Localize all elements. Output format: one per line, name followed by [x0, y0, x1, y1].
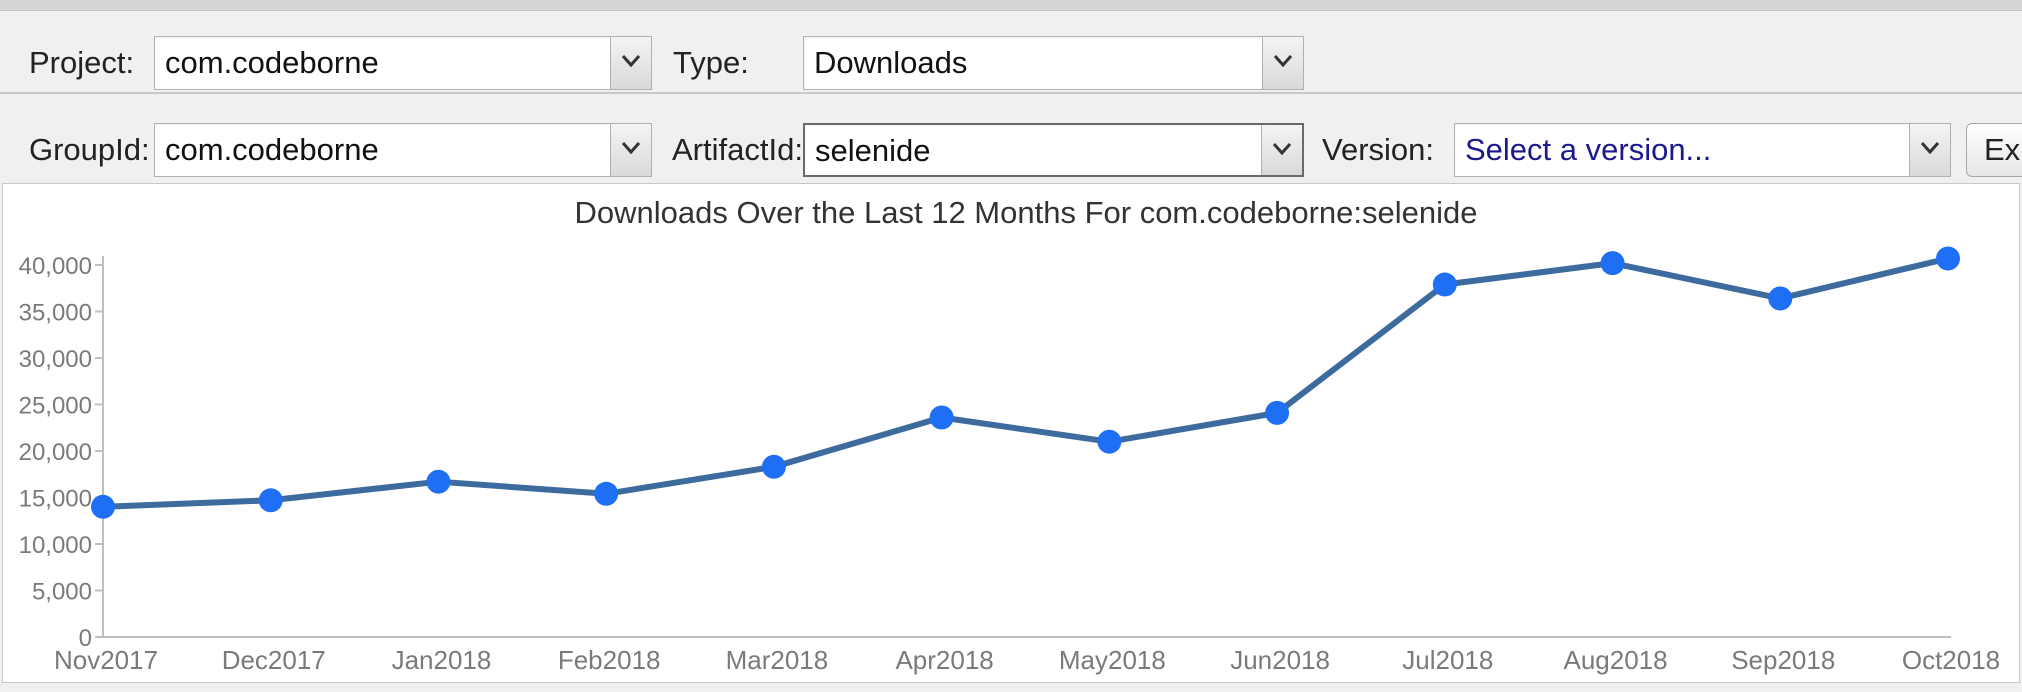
version-select-arrow[interactable] [1909, 124, 1950, 176]
groupid-select-arrow[interactable] [610, 124, 651, 176]
series-group [91, 246, 1960, 519]
toolbar-row-artifact: GroupId: com.codeborne ArtifactId: selen… [0, 94, 2022, 182]
data-point [1600, 251, 1625, 276]
project-label: Project: [29, 45, 135, 80]
version-label: Version: [1322, 132, 1435, 167]
chart-axes [102, 256, 1951, 638]
version-select-placeholder: Select a version... [1465, 132, 1712, 167]
data-point [1936, 246, 1960, 271]
data-point [929, 405, 954, 430]
downloads-line-chart: Downloads Over the Last 12 Months For co… [19, 195, 2001, 675]
project-select-arrow[interactable] [610, 37, 651, 89]
data-point [258, 488, 283, 513]
chevron-down-icon [622, 55, 640, 67]
export-button[interactable]: Exp [1966, 123, 2022, 177]
data-point [594, 481, 619, 506]
y-tick-label: 25,000 [19, 393, 92, 420]
artifactid-select[interactable]: selenide [803, 123, 1304, 177]
chevron-down-icon [1273, 143, 1291, 155]
data-point [1768, 286, 1793, 311]
chevron-down-icon [1921, 142, 1939, 154]
x-tick-label: May2018 [1059, 645, 1166, 675]
data-point [1265, 400, 1290, 425]
type-select-arrow[interactable] [1262, 37, 1303, 89]
artifactid-select-arrow[interactable] [1261, 125, 1302, 175]
x-tick-label: Mar2018 [726, 645, 829, 675]
y-tick-label: 15,000 [19, 486, 92, 513]
data-point [1432, 272, 1457, 297]
type-label: Type: [673, 45, 749, 80]
x-tick-label: Jul2018 [1402, 645, 1493, 675]
artifactid-label: ArtifactId: [672, 132, 803, 167]
groupid-select-value: com.codeborne [165, 132, 379, 167]
groupid-select[interactable]: com.codeborne [154, 123, 652, 177]
data-point [426, 469, 451, 494]
toolbar-row-project: Project: com.codeborne Type: Downloads [0, 11, 2022, 94]
project-select-value: com.codeborne [165, 45, 379, 80]
y-tick-label: 5,000 [32, 579, 92, 606]
downloads-chart-panel: Downloads Over the Last 12 Months For co… [2, 183, 2020, 683]
y-axis-ticks: 0 5,000 10,000 15,000 20,000 25,000 30,000 35,0… [19, 253, 103, 652]
version-select[interactable]: Select a version... [1454, 123, 1951, 177]
x-tick-label: Sep2018 [1731, 645, 1835, 675]
y-tick-label: 0 [79, 625, 92, 652]
y-tick-label: 40,000 [19, 253, 92, 280]
project-select[interactable]: com.codeborne [154, 36, 652, 90]
x-tick-label: Nov2017 [54, 645, 158, 675]
y-tick-label: 30,000 [19, 346, 92, 373]
y-tick-label: 35,000 [19, 300, 92, 327]
type-select-value: Downloads [814, 45, 968, 80]
type-select[interactable]: Downloads [803, 36, 1304, 90]
x-axis-ticks: Nov2017 Dec2017 Jan2018 Feb2018 Mar2018 Apr20… [54, 645, 2000, 675]
x-tick-label: Oct2018 [1902, 645, 2000, 675]
x-tick-label: Jun2018 [1230, 645, 1330, 675]
data-point [91, 494, 115, 519]
groupid-label: GroupId: [29, 132, 150, 167]
x-tick-label: Feb2018 [558, 645, 661, 675]
export-button-label: Exp [1984, 132, 2022, 167]
x-tick-label: Jan2018 [392, 645, 492, 675]
window-top-strip [0, 0, 2022, 11]
series-line [102, 255, 1949, 510]
x-tick-label: Dec2017 [222, 645, 326, 675]
data-point [1097, 429, 1122, 454]
chevron-down-icon [622, 142, 640, 154]
chevron-down-icon [1274, 55, 1292, 67]
x-tick-label: Apr2018 [895, 645, 993, 675]
x-tick-label: Aug2018 [1563, 645, 1667, 675]
data-point [761, 454, 786, 479]
artifactid-select-value: selenide [815, 133, 931, 168]
chart-title: Downloads Over the Last 12 Months For co… [575, 195, 1478, 230]
y-tick-label: 20,000 [19, 439, 92, 466]
y-tick-label: 10,000 [19, 532, 92, 559]
